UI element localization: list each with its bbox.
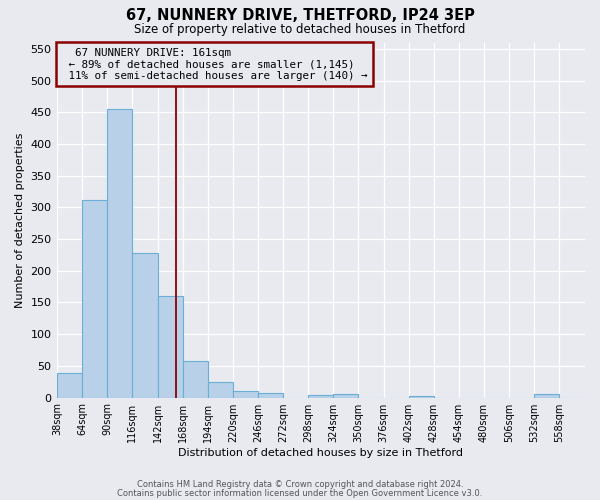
Text: 67, NUNNERY DRIVE, THETFORD, IP24 3EP: 67, NUNNERY DRIVE, THETFORD, IP24 3EP xyxy=(125,8,475,22)
Y-axis label: Number of detached properties: Number of detached properties xyxy=(15,132,25,308)
Text: Contains public sector information licensed under the Open Government Licence v3: Contains public sector information licen… xyxy=(118,488,482,498)
Bar xyxy=(133,253,158,398)
Bar xyxy=(534,394,559,398)
Bar xyxy=(334,394,358,398)
Bar xyxy=(107,109,133,398)
Bar xyxy=(258,392,283,398)
Text: 67 NUNNERY DRIVE: 161sqm
 ← 89% of detached houses are smaller (1,145)
 11% of s: 67 NUNNERY DRIVE: 161sqm ← 89% of detach… xyxy=(62,48,367,81)
Bar xyxy=(308,395,334,398)
Bar xyxy=(208,382,233,398)
Bar xyxy=(409,396,434,398)
Bar xyxy=(233,391,258,398)
Text: Contains HM Land Registry data © Crown copyright and database right 2024.: Contains HM Land Registry data © Crown c… xyxy=(137,480,463,489)
Text: Size of property relative to detached houses in Thetford: Size of property relative to detached ho… xyxy=(134,22,466,36)
Bar xyxy=(158,296,182,398)
Bar xyxy=(82,200,107,398)
Bar xyxy=(57,374,82,398)
X-axis label: Distribution of detached houses by size in Thetford: Distribution of detached houses by size … xyxy=(178,448,463,458)
Bar xyxy=(182,362,208,398)
